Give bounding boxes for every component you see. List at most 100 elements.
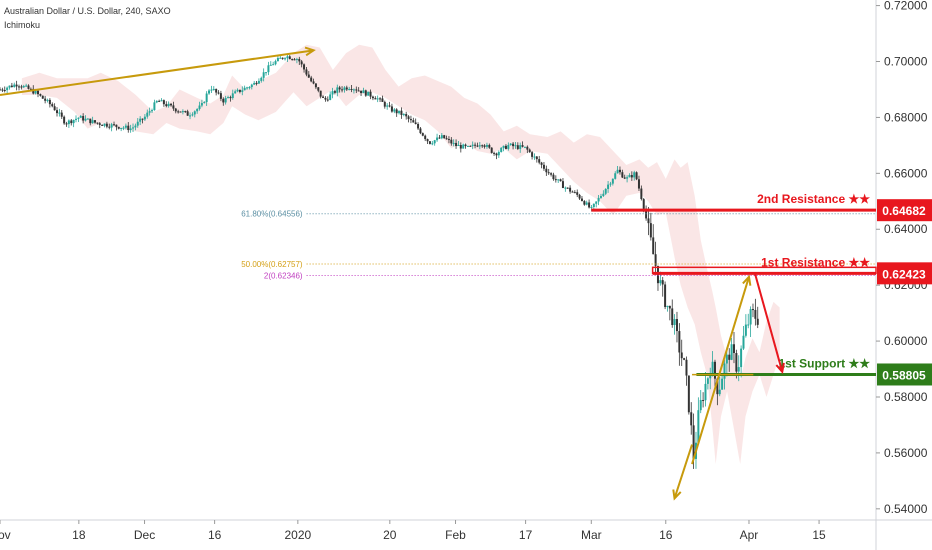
candle-body: [298, 58, 301, 62]
candle-body: [697, 410, 700, 443]
candle-body: [687, 375, 690, 413]
candle-body: [103, 123, 106, 126]
candle-body: [331, 91, 334, 95]
candle-body: [455, 142, 458, 147]
candle-body: [41, 95, 44, 99]
candle-body: [336, 87, 339, 93]
candle-body: [675, 319, 678, 332]
candle-body: [421, 133, 424, 136]
candle-body: [599, 196, 602, 198]
candle-body: [0, 89, 1, 91]
candle-body: [319, 90, 322, 97]
candle-body: [649, 223, 652, 238]
candle-body: [538, 159, 541, 163]
candle-body: [141, 118, 144, 120]
y-tick-label: 0.56000: [884, 446, 928, 460]
x-tick-label: Apr: [740, 528, 759, 542]
candle-body: [210, 89, 213, 91]
candle-body: [70, 120, 73, 124]
projection-arrow-up: [691, 276, 750, 465]
candle-body: [614, 173, 617, 179]
candle-body: [633, 172, 636, 178]
candle-body: [139, 118, 142, 122]
candle-body: [680, 352, 683, 359]
candle-body: [500, 147, 503, 153]
candle-body: [466, 145, 469, 147]
candle-body: [286, 56, 289, 59]
candle-body: [721, 378, 724, 390]
candle-body: [526, 146, 529, 150]
level-name: 1st Support ★★: [778, 356, 870, 370]
candle-body: [502, 145, 505, 148]
candle-body: [443, 135, 446, 139]
candle-body: [279, 57, 282, 59]
candle-body: [519, 145, 522, 149]
candle-body: [514, 145, 517, 147]
candle-body: [34, 90, 37, 94]
candle-body: [585, 202, 588, 205]
candle-body: [291, 59, 294, 61]
candle-body: [113, 124, 116, 126]
candle-body: [333, 91, 336, 93]
candle-body: [134, 125, 137, 128]
candle-body: [573, 192, 576, 194]
candle-body: [666, 305, 669, 308]
candle-body: [730, 344, 733, 360]
candle-body: [165, 104, 168, 107]
candle-body: [654, 254, 657, 266]
candle-body: [86, 118, 89, 120]
candle-body: [198, 105, 201, 110]
ichimoku-cloud: [21, 44, 780, 465]
candle-body: [148, 111, 151, 113]
candle-body: [628, 175, 631, 178]
candle-body: [46, 99, 49, 101]
candle-body: [238, 89, 241, 92]
candle-body: [450, 139, 453, 144]
candle-body: [314, 83, 317, 88]
candle-body: [728, 354, 731, 360]
candle-body: [664, 284, 667, 308]
candle-body: [29, 88, 32, 90]
candle-body: [595, 201, 598, 204]
candle-body: [379, 98, 382, 100]
candle-body: [607, 184, 610, 189]
candle-body: [374, 98, 377, 100]
candle-body: [464, 144, 467, 147]
candle-body: [324, 97, 327, 100]
candle-body: [424, 135, 427, 140]
projection-arrow-down: [754, 273, 784, 373]
candle-body: [690, 412, 693, 426]
candle-body: [303, 64, 306, 70]
candle-body: [177, 111, 180, 113]
candle-body: [63, 116, 66, 124]
candle-body: [476, 145, 479, 147]
candle-body: [300, 61, 303, 65]
x-tick-label: 18: [72, 528, 86, 542]
candle-body: [203, 102, 206, 104]
candle-body: [611, 178, 614, 184]
y-tick-label: 0.66000: [884, 166, 928, 180]
candle-body: [98, 123, 101, 125]
candle-body: [597, 197, 600, 202]
candle-body: [255, 82, 258, 84]
candle-body: [120, 127, 123, 129]
candle-body: [260, 77, 263, 81]
candle-body: [616, 169, 619, 174]
candle-body: [566, 187, 569, 189]
candle-body: [101, 124, 104, 126]
candle-body: [127, 125, 130, 131]
candle-body: [179, 111, 182, 113]
candle-body: [82, 116, 85, 121]
candle-body: [552, 174, 555, 180]
candle-body: [60, 112, 63, 117]
candle-body: [222, 98, 225, 103]
level-name: 2nd Resistance ★★: [757, 192, 870, 206]
candle-body: [234, 91, 237, 94]
candle-body: [91, 120, 94, 124]
candle-body: [578, 194, 581, 199]
candle-body: [699, 399, 702, 411]
candle-body: [478, 145, 481, 147]
candle-body: [471, 144, 474, 146]
candle-body: [576, 192, 579, 195]
